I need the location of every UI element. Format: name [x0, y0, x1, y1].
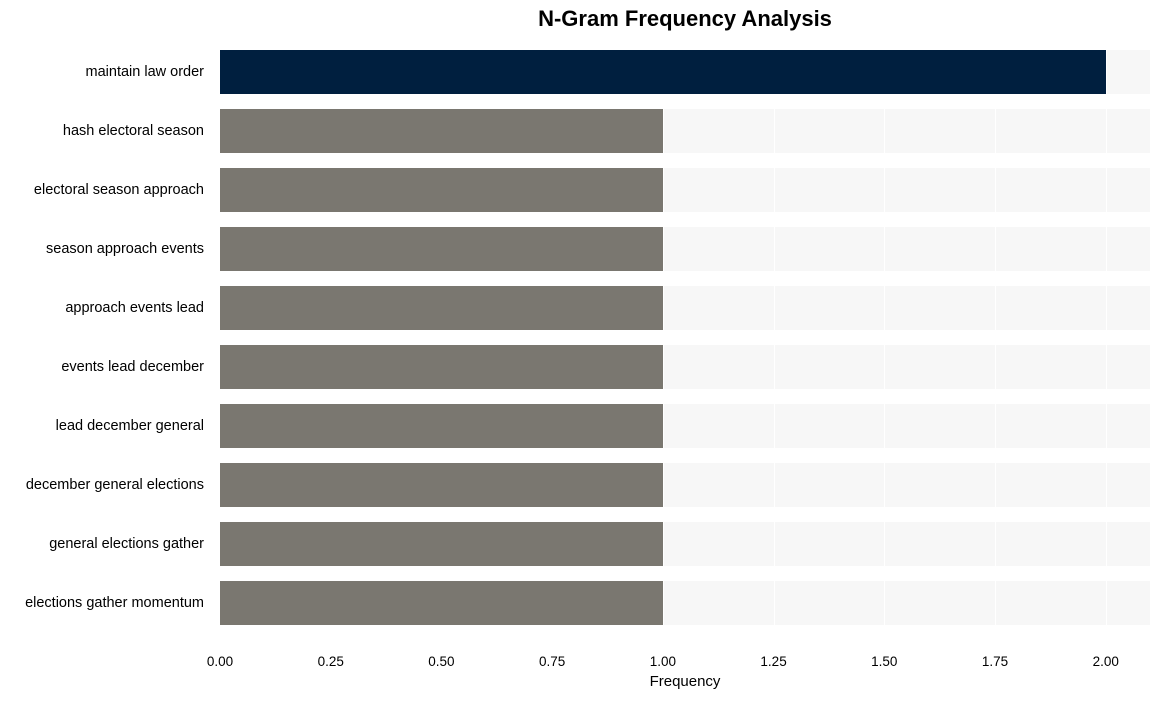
bar	[220, 168, 663, 212]
x-tick-label: 1.50	[871, 654, 897, 669]
row-stripe	[220, 35, 1150, 50]
y-tick-label: general elections gather	[0, 536, 210, 552]
chart-title: N-Gram Frequency Analysis	[0, 6, 1150, 32]
y-tick-label: hash electoral season	[0, 123, 210, 139]
row-stripe	[220, 566, 1150, 581]
ngram-frequency-chart: N-Gram Frequency Analysis maintain law o…	[0, 0, 1160, 701]
y-tick-label: approach events lead	[0, 300, 210, 316]
bar	[220, 404, 663, 448]
bar	[220, 109, 663, 153]
y-tick-label: december general elections	[0, 477, 210, 493]
row-stripe	[220, 271, 1150, 286]
row-stripe	[220, 625, 1150, 650]
y-tick-label: season approach events	[0, 241, 210, 257]
x-tick-label: 0.00	[207, 654, 233, 669]
row-stripe	[220, 448, 1150, 463]
bar	[220, 286, 663, 330]
x-tick-label: 1.75	[982, 654, 1008, 669]
row-stripe	[220, 507, 1150, 522]
y-tick-label: electoral season approach	[0, 182, 210, 198]
y-tick-label: elections gather momentum	[0, 595, 210, 611]
row-stripe	[220, 389, 1150, 404]
row-stripe	[220, 212, 1150, 227]
y-tick-label: maintain law order	[0, 64, 210, 80]
y-tick-label: lead december general	[0, 418, 210, 434]
bar	[220, 345, 663, 389]
row-stripe	[220, 330, 1150, 345]
row-stripe	[220, 153, 1150, 168]
bar	[220, 522, 663, 566]
y-tick-label: events lead december	[0, 359, 210, 375]
x-tick-label: 2.00	[1093, 654, 1119, 669]
bar	[220, 50, 1106, 94]
x-tick-label: 0.50	[428, 654, 454, 669]
bar	[220, 227, 663, 271]
x-tick-label: 1.00	[650, 654, 676, 669]
x-tick-label: 1.25	[760, 654, 786, 669]
row-stripe	[220, 94, 1150, 109]
x-tick-label: 0.75	[539, 654, 565, 669]
bar	[220, 463, 663, 507]
x-tick-label: 0.25	[318, 654, 344, 669]
x-axis-title: Frequency	[0, 673, 1150, 690]
plot-area	[220, 35, 1150, 650]
bar	[220, 581, 663, 625]
